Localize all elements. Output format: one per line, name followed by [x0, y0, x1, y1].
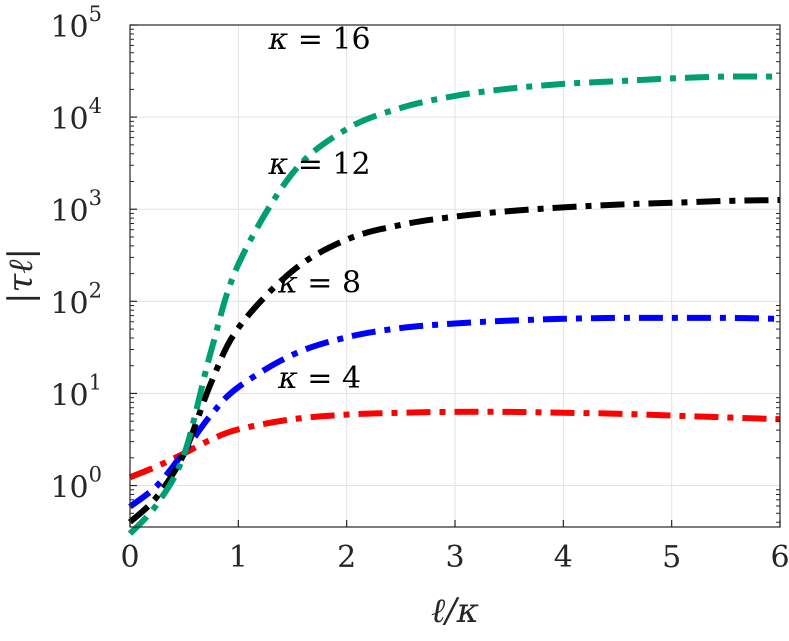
x-tick-label: 5 [662, 540, 681, 575]
series-line-3 [127, 73, 781, 536]
y-tick-label: 104 [50, 94, 102, 137]
annotations: κ = 16 κ = 12 κ = 8 κ = 4 [268, 22, 371, 396]
y-tick-label: 103 [50, 186, 102, 229]
x-axis-label: ℓ/κ [431, 591, 479, 631]
x-tick-label: 4 [554, 540, 573, 575]
y-tick-label: 100 [50, 463, 102, 506]
series-line-0 [128, 408, 781, 481]
series-annotation-0: κ = 16 [268, 22, 371, 57]
series-annotation-1: κ = 12 [268, 147, 371, 182]
x-tick-label: 2 [337, 540, 356, 575]
x-tick-label: 6 [770, 540, 789, 575]
x-tick-label: 1 [229, 540, 248, 575]
series-annotation-2: κ = 8 [277, 265, 361, 300]
y-axis-label: |τℓ| [1, 248, 41, 304]
series-lines [127, 73, 781, 536]
x-tick-label: 0 [120, 540, 139, 575]
y-tick-label: 102 [50, 278, 102, 321]
y-tick-label: 105 [50, 2, 102, 45]
axis-ticks: 0 1 2 3 4 5 6 100 101 102 103 104 105 [50, 2, 789, 575]
y-tick-label: 101 [50, 370, 102, 413]
series-annotation-3: κ = 4 [277, 361, 361, 396]
grid [129, 24, 781, 527]
series-line-1 [128, 314, 781, 510]
x-tick-label: 3 [445, 540, 464, 575]
